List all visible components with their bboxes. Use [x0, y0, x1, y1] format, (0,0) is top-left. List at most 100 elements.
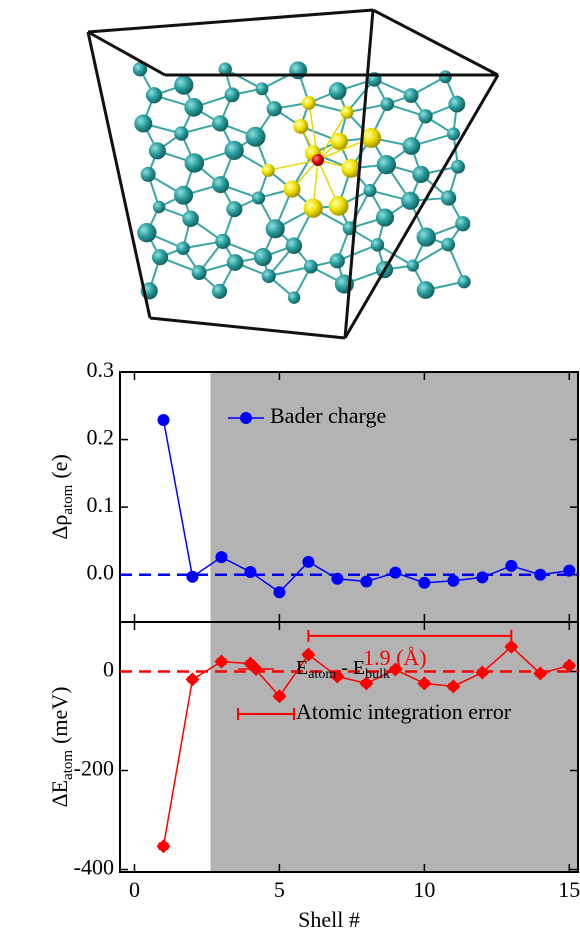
atom — [224, 140, 244, 160]
atom — [261, 163, 275, 177]
legend-label: Bader charge — [270, 403, 386, 428]
bond — [224, 68, 263, 90]
atom — [285, 237, 303, 254]
y-tick-label: 0.2 — [87, 425, 115, 450]
atom — [148, 142, 166, 160]
atom — [328, 82, 347, 100]
data-point — [533, 666, 548, 681]
legend-label: Eatom - Ebulk — [296, 657, 390, 683]
annotation-text: 1.9 (Å) — [363, 645, 427, 670]
box-edge — [343, 9, 375, 339]
bond — [376, 243, 414, 267]
box-edge — [87, 30, 166, 77]
bond — [348, 189, 371, 229]
atom — [174, 185, 194, 205]
legend-error-icon — [237, 708, 295, 720]
data-point — [504, 639, 519, 654]
atom — [224, 87, 240, 103]
atom — [176, 241, 190, 255]
y-label-sub: atom — [60, 750, 76, 780]
y-tick-label: 0.3 — [87, 357, 115, 382]
atom — [140, 166, 156, 182]
atom — [266, 101, 282, 117]
atom — [174, 75, 194, 95]
atom — [212, 115, 229, 132]
data-point — [215, 551, 228, 564]
atom — [287, 291, 301, 304]
annotation-bracket — [307, 629, 513, 642]
atom — [182, 210, 199, 227]
y-tick-label: 0.0 — [87, 560, 115, 585]
data-point — [156, 839, 171, 854]
legend-label: Atomic integration error — [296, 699, 512, 724]
legend-text-part: bulk — [365, 667, 390, 682]
y-tick-label: 0.1 — [87, 492, 115, 517]
atom — [184, 153, 205, 173]
atom — [218, 62, 232, 76]
atom — [152, 200, 166, 214]
atom — [402, 137, 421, 155]
plot-frame — [119, 621, 579, 873]
atom — [418, 109, 433, 124]
atom — [245, 126, 266, 147]
box-edge — [87, 8, 374, 34]
atom — [226, 254, 244, 271]
atom — [301, 95, 316, 110]
data-point — [562, 658, 577, 673]
atom — [363, 183, 377, 197]
atom — [283, 180, 301, 198]
data-point — [273, 586, 286, 599]
legend-text-part: E — [296, 657, 308, 679]
atom — [406, 259, 419, 272]
legend-marker — [249, 662, 263, 676]
box-edge — [149, 316, 346, 340]
atom — [293, 118, 309, 134]
atom — [448, 95, 466, 113]
data-point — [301, 647, 316, 662]
data-point — [359, 676, 374, 691]
atom — [330, 132, 348, 151]
atom — [380, 97, 395, 112]
box-edge — [343, 74, 500, 339]
box-edge — [86, 31, 152, 319]
atom — [152, 249, 169, 266]
atom — [174, 126, 189, 141]
shaded-region — [210, 622, 579, 872]
atom — [255, 82, 269, 96]
atom — [376, 155, 396, 175]
atom — [132, 62, 148, 77]
center-atom — [312, 154, 324, 166]
y-label-unit: (e) — [47, 454, 72, 478]
data-point — [475, 665, 490, 680]
data-point — [418, 576, 431, 589]
data-point — [214, 654, 229, 669]
atom — [226, 201, 243, 218]
data-point — [505, 559, 518, 572]
atom — [215, 233, 231, 249]
y-axis-label: ΔEatom (meV) — [47, 686, 76, 807]
data-point — [157, 413, 170, 426]
atom — [375, 208, 395, 227]
data-point — [272, 689, 287, 704]
y-label-main: Δρ — [47, 515, 72, 540]
box-edge — [372, 8, 499, 77]
atom — [211, 283, 228, 299]
atom — [361, 127, 382, 148]
atom — [340, 105, 354, 119]
y-tick-label: -400 — [74, 855, 114, 880]
atom — [252, 191, 266, 205]
atom — [438, 70, 452, 84]
x-tick-label: 10 — [413, 877, 435, 902]
data-point — [244, 566, 257, 578]
atom — [145, 87, 163, 104]
atom — [441, 237, 456, 252]
bond — [346, 103, 388, 114]
data-point — [446, 679, 461, 694]
y-tick-label: -200 — [74, 756, 114, 781]
atom — [261, 269, 276, 284]
atom — [446, 127, 460, 141]
bond — [268, 159, 319, 172]
y-label-sub: atom — [60, 484, 76, 514]
atom — [440, 190, 457, 206]
